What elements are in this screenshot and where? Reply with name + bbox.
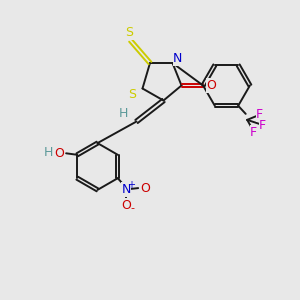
Text: +: + <box>127 180 135 190</box>
Text: F: F <box>250 126 257 139</box>
Text: H: H <box>119 106 129 120</box>
Text: F: F <box>259 119 266 132</box>
Text: S: S <box>125 26 133 40</box>
Text: O: O <box>140 182 150 195</box>
Text: O: O <box>207 79 216 92</box>
Text: O: O <box>121 199 131 212</box>
Text: O: O <box>54 147 64 160</box>
Text: -: - <box>130 202 134 213</box>
Text: S: S <box>128 88 136 101</box>
Text: F: F <box>256 108 263 121</box>
Text: N: N <box>173 52 183 65</box>
Text: H: H <box>44 146 53 159</box>
Text: N: N <box>122 183 131 196</box>
